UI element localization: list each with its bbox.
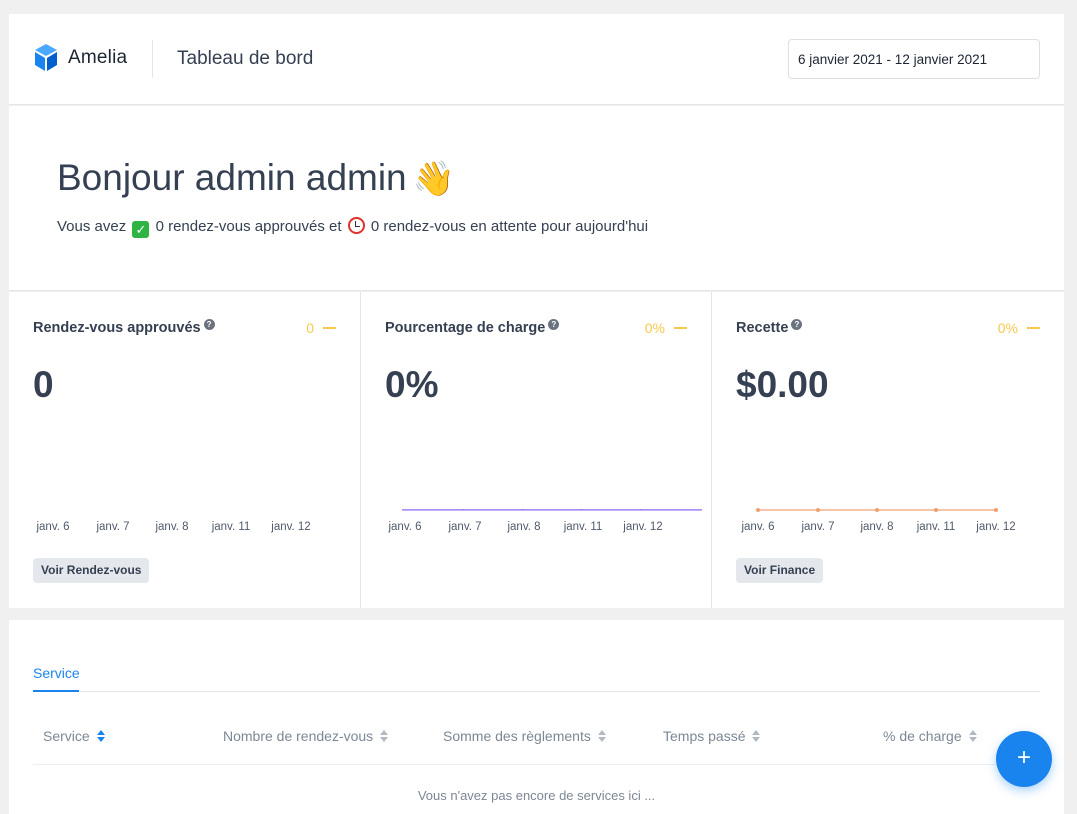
tick-label: janv. 12 bbox=[270, 521, 310, 533]
tick-label: janv. 12 bbox=[975, 521, 1015, 533]
greeting-text: Bonjour admin admin bbox=[57, 157, 407, 198]
dash-icon bbox=[1027, 327, 1040, 329]
greeting: Bonjour admin admin 👋 bbox=[57, 157, 455, 199]
tick-label: janv. 11 bbox=[563, 521, 603, 533]
data-point bbox=[994, 508, 998, 512]
stat-value: 0 bbox=[33, 364, 54, 405]
column-header-charge[interactable]: % de charge bbox=[883, 728, 977, 744]
dash-icon bbox=[674, 327, 687, 329]
amelia-logo-icon bbox=[35, 44, 57, 71]
data-point bbox=[875, 508, 879, 512]
stat-value: 0% bbox=[385, 364, 439, 405]
sort-icon[interactable] bbox=[968, 730, 977, 742]
help-icon[interactable]: ? bbox=[791, 319, 803, 330]
empty-table-message: Vous n'avez pas encore de services ici .… bbox=[417, 788, 656, 803]
column-header-time[interactable]: Temps passé bbox=[663, 728, 761, 744]
tick-label: janv. 6 bbox=[740, 521, 774, 533]
stat-change: 0 bbox=[306, 320, 336, 336]
date-range-picker[interactable]: 6 janvier 2021 - 12 janvier 2021 bbox=[788, 39, 1040, 79]
approved-chart: janv. 6 janv. 7 janv. 8 janv. 11 janv. 12 bbox=[35, 521, 310, 533]
tab-service[interactable]: Service bbox=[33, 665, 80, 681]
tick-label: janv. 8 bbox=[154, 521, 188, 533]
stat-change: 0% bbox=[998, 320, 1040, 336]
tick-label: janv. 8 bbox=[859, 521, 893, 533]
charge-chart: janv. 6 janv. 7 janv. 8 janv. 11 janv. 12 bbox=[387, 509, 702, 533]
tick-label: janv. 7 bbox=[800, 521, 834, 533]
appointments-summary: Vous avez ✓ 0 rendez-vous approuvés et 0… bbox=[57, 217, 648, 238]
view-finance-button[interactable]: Voir Finance bbox=[736, 558, 824, 583]
dash-icon bbox=[323, 327, 336, 329]
logo[interactable]: Amelia bbox=[33, 43, 127, 73]
help-icon[interactable]: ? bbox=[548, 319, 560, 330]
tick-label: janv. 11 bbox=[211, 521, 251, 533]
welcome-panel: Bonjour admin admin 👋 Vous avez ✓ 0 rende… bbox=[9, 106, 1064, 291]
alarm-clock-icon bbox=[347, 217, 365, 234]
summary-prefix: Vous avez bbox=[57, 218, 127, 235]
tab-divider bbox=[33, 691, 1040, 692]
bar bbox=[640, 509, 702, 511]
add-button[interactable]: + bbox=[996, 731, 1052, 787]
column-header-appointments[interactable]: Nombre de rendez-vous bbox=[223, 728, 389, 744]
stat-title: Rendez-vous approuvés? bbox=[33, 319, 215, 336]
tick-label: janv. 12 bbox=[622, 521, 662, 533]
bar bbox=[402, 509, 464, 511]
approved-summary: 0 rendez-vous approuvés et bbox=[155, 218, 342, 235]
data-point bbox=[934, 508, 938, 512]
tick-label: janv. 7 bbox=[95, 521, 129, 533]
help-icon[interactable]: ? bbox=[203, 319, 215, 330]
stat-card-charge: Pourcentage de charge? 0% 0% janv. 6 janv… bbox=[360, 292, 711, 608]
column-header-service[interactable]: Service bbox=[43, 728, 105, 744]
stats-row: Rendez-vous approuvés? 0 0 janv. 6 janv. … bbox=[9, 292, 1064, 608]
data-point bbox=[816, 508, 820, 512]
stat-card-approved: Rendez-vous approuvés? 0 0 janv. 6 janv. … bbox=[9, 292, 360, 608]
tick-label: janv. 7 bbox=[447, 521, 481, 533]
stat-change: 0% bbox=[645, 320, 687, 336]
column-header-payments[interactable]: Somme des règlements bbox=[443, 728, 606, 744]
page-title: Tableau de bord bbox=[177, 48, 314, 69]
stat-title: Pourcentage de charge? bbox=[385, 319, 560, 336]
view-appointments-button[interactable]: Voir Rendez-vous bbox=[33, 558, 150, 583]
dashboard: Amelia Tableau de bord 6 janvier 2021 - … bbox=[9, 14, 1064, 814]
stat-title: Recette? bbox=[736, 319, 803, 336]
header: Amelia Tableau de bord 6 janvier 2021 - … bbox=[9, 14, 1064, 105]
pending-summary: 0 rendez-vous en attente pour aujourd'hu… bbox=[370, 218, 649, 235]
data-point bbox=[756, 508, 760, 512]
logo-text: Amelia bbox=[68, 47, 128, 68]
services-table-section: Service Service Nombre de rendez-vous So… bbox=[9, 620, 1064, 814]
tick-label: janv. 6 bbox=[35, 521, 69, 533]
sort-icon[interactable] bbox=[597, 730, 606, 742]
bar bbox=[521, 509, 583, 511]
check-mark-icon: ✓ bbox=[132, 221, 150, 238]
sort-icon[interactable] bbox=[380, 730, 389, 742]
sort-icon[interactable] bbox=[752, 730, 761, 742]
tick-label: janv. 8 bbox=[506, 521, 540, 533]
sort-icon[interactable] bbox=[96, 730, 105, 742]
bar bbox=[462, 509, 524, 511]
bar bbox=[580, 509, 642, 511]
waving-hand-icon: 👋 bbox=[412, 160, 455, 198]
tab-active-underline bbox=[33, 690, 79, 692]
revenue-chart: janv. 6 janv. 7 janv. 8 janv. 11 janv. 12 bbox=[740, 508, 1016, 533]
table-header-divider bbox=[33, 764, 1040, 765]
tick-label: janv. 6 bbox=[387, 521, 421, 533]
tick-label: janv. 11 bbox=[916, 521, 956, 533]
stat-value: $0.00 bbox=[736, 364, 829, 405]
header-divider bbox=[152, 40, 153, 78]
